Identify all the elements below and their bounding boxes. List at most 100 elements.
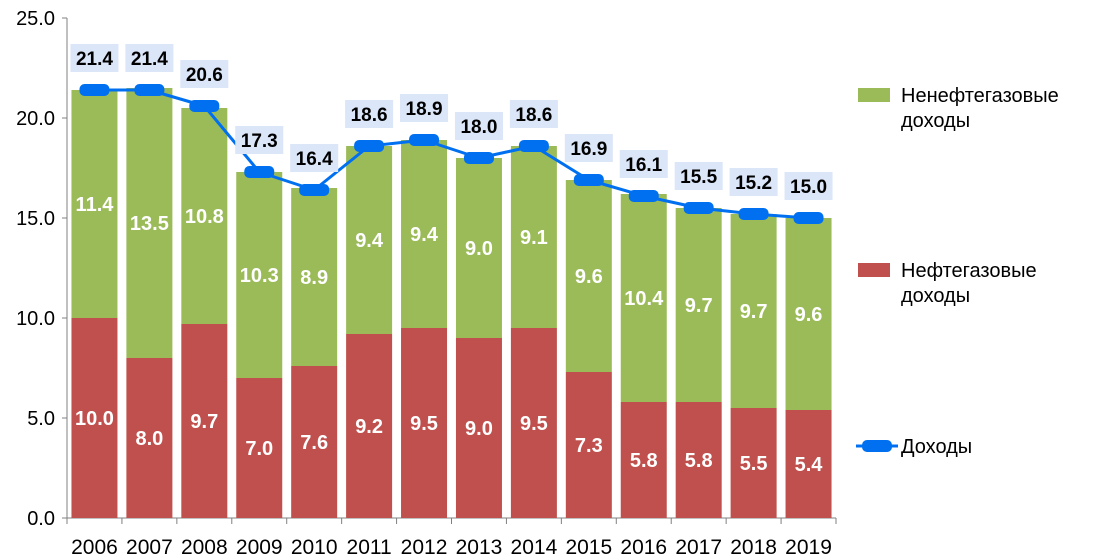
total-label-box-2019	[784, 172, 833, 200]
marker-total-2007	[134, 84, 165, 96]
total-label-2011: 18.6	[351, 105, 388, 126]
legend-label-2-line1: Доходы	[901, 436, 972, 458]
label-oil-gas-2013: 9.0	[465, 418, 493, 440]
total-label-2008: 20.6	[186, 65, 223, 86]
bar-non-oil-gas-2012	[401, 140, 448, 328]
label-non-oil-gas-2018: 9.7	[740, 301, 768, 323]
x-tick-label: 2010	[291, 536, 338, 559]
bar-non-oil-gas-2006	[71, 90, 118, 318]
label-non-oil-gas-2014: 9.1	[520, 227, 548, 249]
total-label-2017: 15.5	[680, 167, 717, 188]
total-label-box-2009	[235, 126, 284, 154]
marker-total-2013	[463, 152, 494, 164]
marker-total-2008	[189, 100, 220, 112]
x-tick-label: 2011	[347, 536, 392, 559]
label-non-oil-gas-2015: 9.6	[575, 266, 603, 288]
total-label-box-2018	[729, 168, 778, 196]
bar-non-oil-gas-2018	[730, 214, 777, 408]
total-label-box-2008	[180, 60, 229, 88]
y-tick-label: 20.0	[16, 108, 55, 130]
label-non-oil-gas-2006: 11.4	[76, 194, 115, 216]
bar-oil-gas-2006	[71, 318, 118, 518]
label-oil-gas-2016: 5.8	[630, 450, 658, 472]
bar-oil-gas-2008	[181, 324, 228, 518]
x-tick-label: 2017	[675, 536, 722, 559]
label-oil-gas-2008: 9.7	[190, 411, 218, 433]
total-label-2019: 15.0	[790, 177, 827, 198]
x-tick-label: 2009	[236, 536, 283, 559]
label-non-oil-gas-2016: 10.4	[624, 288, 664, 310]
label-oil-gas-2017: 5.8	[685, 450, 713, 472]
bar-non-oil-gas-2011	[346, 146, 393, 334]
x-tick-label: 2012	[401, 536, 448, 559]
total-label-2018: 15.2	[735, 173, 772, 194]
total-label-box-2006	[70, 44, 119, 72]
label-non-oil-gas-2009: 10.3	[240, 265, 279, 287]
y-tick-label: 25.0	[16, 8, 55, 30]
bar-non-oil-gas-2009	[236, 172, 283, 378]
marker-total-2017	[683, 202, 714, 214]
label-non-oil-gas-2007: 13.5	[130, 213, 169, 235]
marker-total-2006	[79, 84, 110, 96]
bar-oil-gas-2015	[565, 372, 612, 518]
total-label-box-2016	[619, 150, 668, 178]
legend-swatch-1	[858, 263, 890, 277]
legend-label-0-line1: Ненефтегазовые	[901, 85, 1059, 107]
marker-total-2018	[738, 208, 769, 220]
label-oil-gas-2011: 9.2	[355, 416, 383, 438]
marker-total-2009	[244, 166, 275, 178]
bar-oil-gas-2018	[730, 408, 777, 518]
total-label-box-2007	[125, 44, 174, 72]
x-tick-label: 2016	[620, 536, 667, 559]
total-label-2013: 18.0	[460, 117, 497, 138]
total-label-2016: 16.1	[625, 155, 662, 176]
total-label-box-2012	[400, 94, 449, 122]
total-label-box-2017	[674, 162, 723, 190]
bar-non-oil-gas-2014	[510, 146, 557, 328]
x-tick-label: 2006	[71, 536, 118, 559]
bar-non-oil-gas-2013	[455, 158, 502, 338]
x-tick-label: 2018	[730, 536, 777, 559]
marker-total-2016	[628, 190, 659, 202]
total-label-box-2015	[564, 134, 613, 162]
label-oil-gas-2010: 7.6	[300, 432, 328, 454]
legend-label-1-line1: Нефтегазовые	[901, 260, 1037, 282]
x-tick-label: 2013	[456, 536, 503, 559]
marker-total-2019	[793, 212, 824, 224]
bar-oil-gas-2007	[126, 358, 173, 518]
plot-area: 0.0 5.0 10.0 15.0 20.0 25.0 2006 2007 2008 2009 20…	[16, 8, 837, 559]
total-label-box-2010	[290, 144, 339, 172]
x-tick-label: 2008	[181, 536, 228, 559]
label-oil-gas-2015: 7.3	[575, 435, 603, 457]
label-oil-gas-2014: 9.5	[520, 413, 548, 435]
bar-non-oil-gas-2008	[181, 108, 228, 324]
total-label-2006: 21.4	[76, 49, 113, 70]
bar-oil-gas-2017	[675, 402, 722, 518]
label-oil-gas-2012: 9.5	[410, 413, 438, 435]
y-tick-label: 5.0	[27, 408, 55, 430]
legend-marker-swatch	[862, 440, 892, 452]
marker-total-2011	[354, 140, 385, 152]
x-tick-label: 2019	[785, 536, 832, 559]
total-label-2010: 16.4	[296, 149, 333, 170]
x-tick-label: 2007	[126, 536, 173, 559]
y-tick-label: 15.0	[16, 208, 55, 230]
label-non-oil-gas-2008: 10.8	[185, 206, 224, 228]
total-label-2007: 21.4	[131, 49, 168, 70]
label-oil-gas-2006: 10.0	[75, 408, 114, 430]
legend-label-1-line2: доходы	[901, 285, 970, 307]
bar-oil-gas-2013	[455, 338, 502, 518]
bar-non-oil-gas-2016	[620, 194, 667, 402]
bar-non-oil-gas-2007	[126, 88, 173, 358]
bar-oil-gas-2011	[346, 334, 393, 518]
total-label-2009: 17.3	[241, 131, 278, 152]
label-non-oil-gas-2010: 8.9	[300, 267, 328, 289]
total-label-2012: 18.9	[406, 99, 443, 120]
y-tick-label: 10.0	[16, 308, 55, 330]
marker-total-2015	[573, 174, 604, 186]
bar-oil-gas-2010	[291, 366, 338, 518]
total-label-box-2014	[509, 100, 558, 128]
y-tick-label: 0.0	[27, 508, 55, 530]
label-oil-gas-2018: 5.5	[740, 453, 768, 475]
